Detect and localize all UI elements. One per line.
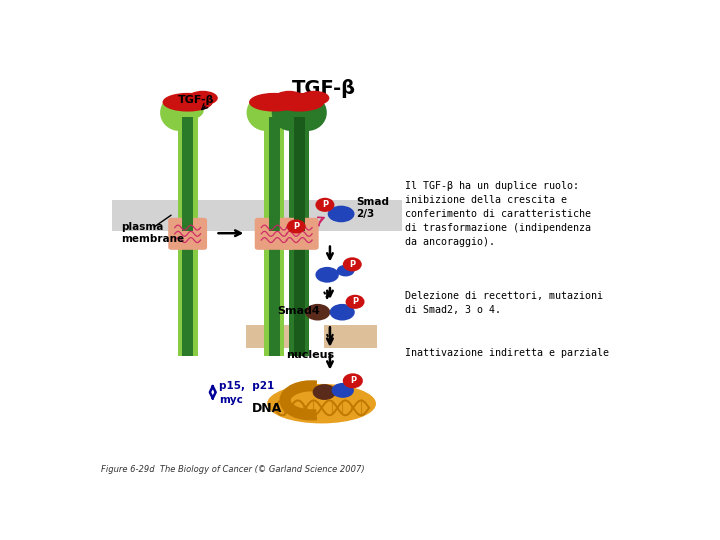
- Ellipse shape: [171, 101, 204, 120]
- Ellipse shape: [332, 383, 354, 398]
- Text: Inattivazione indiretta e parziale: Inattivazione indiretta e parziale: [405, 348, 609, 357]
- Ellipse shape: [305, 304, 330, 321]
- Ellipse shape: [330, 304, 355, 321]
- Bar: [264, 231, 284, 356]
- Ellipse shape: [274, 91, 305, 105]
- FancyBboxPatch shape: [168, 218, 207, 250]
- Ellipse shape: [337, 265, 354, 276]
- Text: Smad
2/3: Smad 2/3: [356, 197, 390, 219]
- FancyBboxPatch shape: [255, 218, 294, 250]
- Bar: [294, 200, 305, 231]
- Bar: [269, 200, 280, 231]
- Bar: [246, 325, 300, 348]
- Text: Smad4: Smad4: [277, 306, 320, 315]
- Ellipse shape: [315, 267, 339, 282]
- Ellipse shape: [249, 93, 300, 112]
- Bar: [178, 200, 198, 231]
- Ellipse shape: [274, 93, 324, 112]
- Bar: [178, 117, 198, 200]
- Ellipse shape: [328, 206, 354, 222]
- Text: P: P: [322, 200, 328, 210]
- Bar: [289, 231, 310, 356]
- Text: plasma
membrane: plasma membrane: [121, 222, 184, 244]
- Text: Figure 6-29d  The Biology of Cancer (© Garland Science 2007): Figure 6-29d The Biology of Cancer (© Ga…: [101, 465, 365, 474]
- Text: DNA: DNA: [252, 402, 282, 415]
- Bar: [294, 117, 305, 200]
- Bar: [182, 117, 193, 200]
- Bar: [178, 231, 198, 356]
- Bar: [264, 117, 284, 200]
- Bar: [324, 325, 377, 348]
- Text: P: P: [352, 298, 358, 306]
- Text: P: P: [349, 260, 356, 269]
- Bar: [269, 231, 280, 356]
- Bar: [269, 117, 280, 200]
- Ellipse shape: [267, 384, 376, 423]
- Ellipse shape: [300, 91, 329, 105]
- Text: TGF-β: TGF-β: [178, 95, 215, 105]
- Bar: [289, 200, 310, 231]
- Bar: [112, 200, 402, 231]
- Text: p15,  p21: p15, p21: [220, 381, 275, 391]
- Bar: [182, 231, 193, 356]
- Text: P: P: [350, 376, 356, 386]
- Circle shape: [315, 198, 334, 212]
- Text: TGF-β: TGF-β: [292, 79, 356, 98]
- Circle shape: [346, 295, 364, 309]
- Text: P: P: [293, 222, 300, 231]
- Text: myc: myc: [220, 395, 243, 404]
- Circle shape: [343, 373, 363, 388]
- Ellipse shape: [258, 101, 290, 120]
- Text: nucleus: nucleus: [287, 349, 335, 360]
- Bar: [264, 200, 284, 231]
- Bar: [289, 117, 310, 200]
- Text: Delezione di recettori, mutazioni
di Smad2, 3 o 4.: Delezione di recettori, mutazioni di Sma…: [405, 292, 603, 315]
- FancyBboxPatch shape: [280, 218, 319, 250]
- Text: Il TGF-β ha un duplice ruolo:
inibizione della crescita e
conferimento di caratt: Il TGF-β ha un duplice ruolo: inibizione…: [405, 181, 591, 247]
- Circle shape: [343, 258, 361, 272]
- Ellipse shape: [283, 101, 315, 120]
- Ellipse shape: [163, 93, 213, 112]
- Bar: [182, 200, 193, 231]
- Bar: [294, 231, 305, 356]
- Ellipse shape: [188, 91, 217, 105]
- Ellipse shape: [312, 384, 336, 400]
- Circle shape: [287, 219, 306, 233]
